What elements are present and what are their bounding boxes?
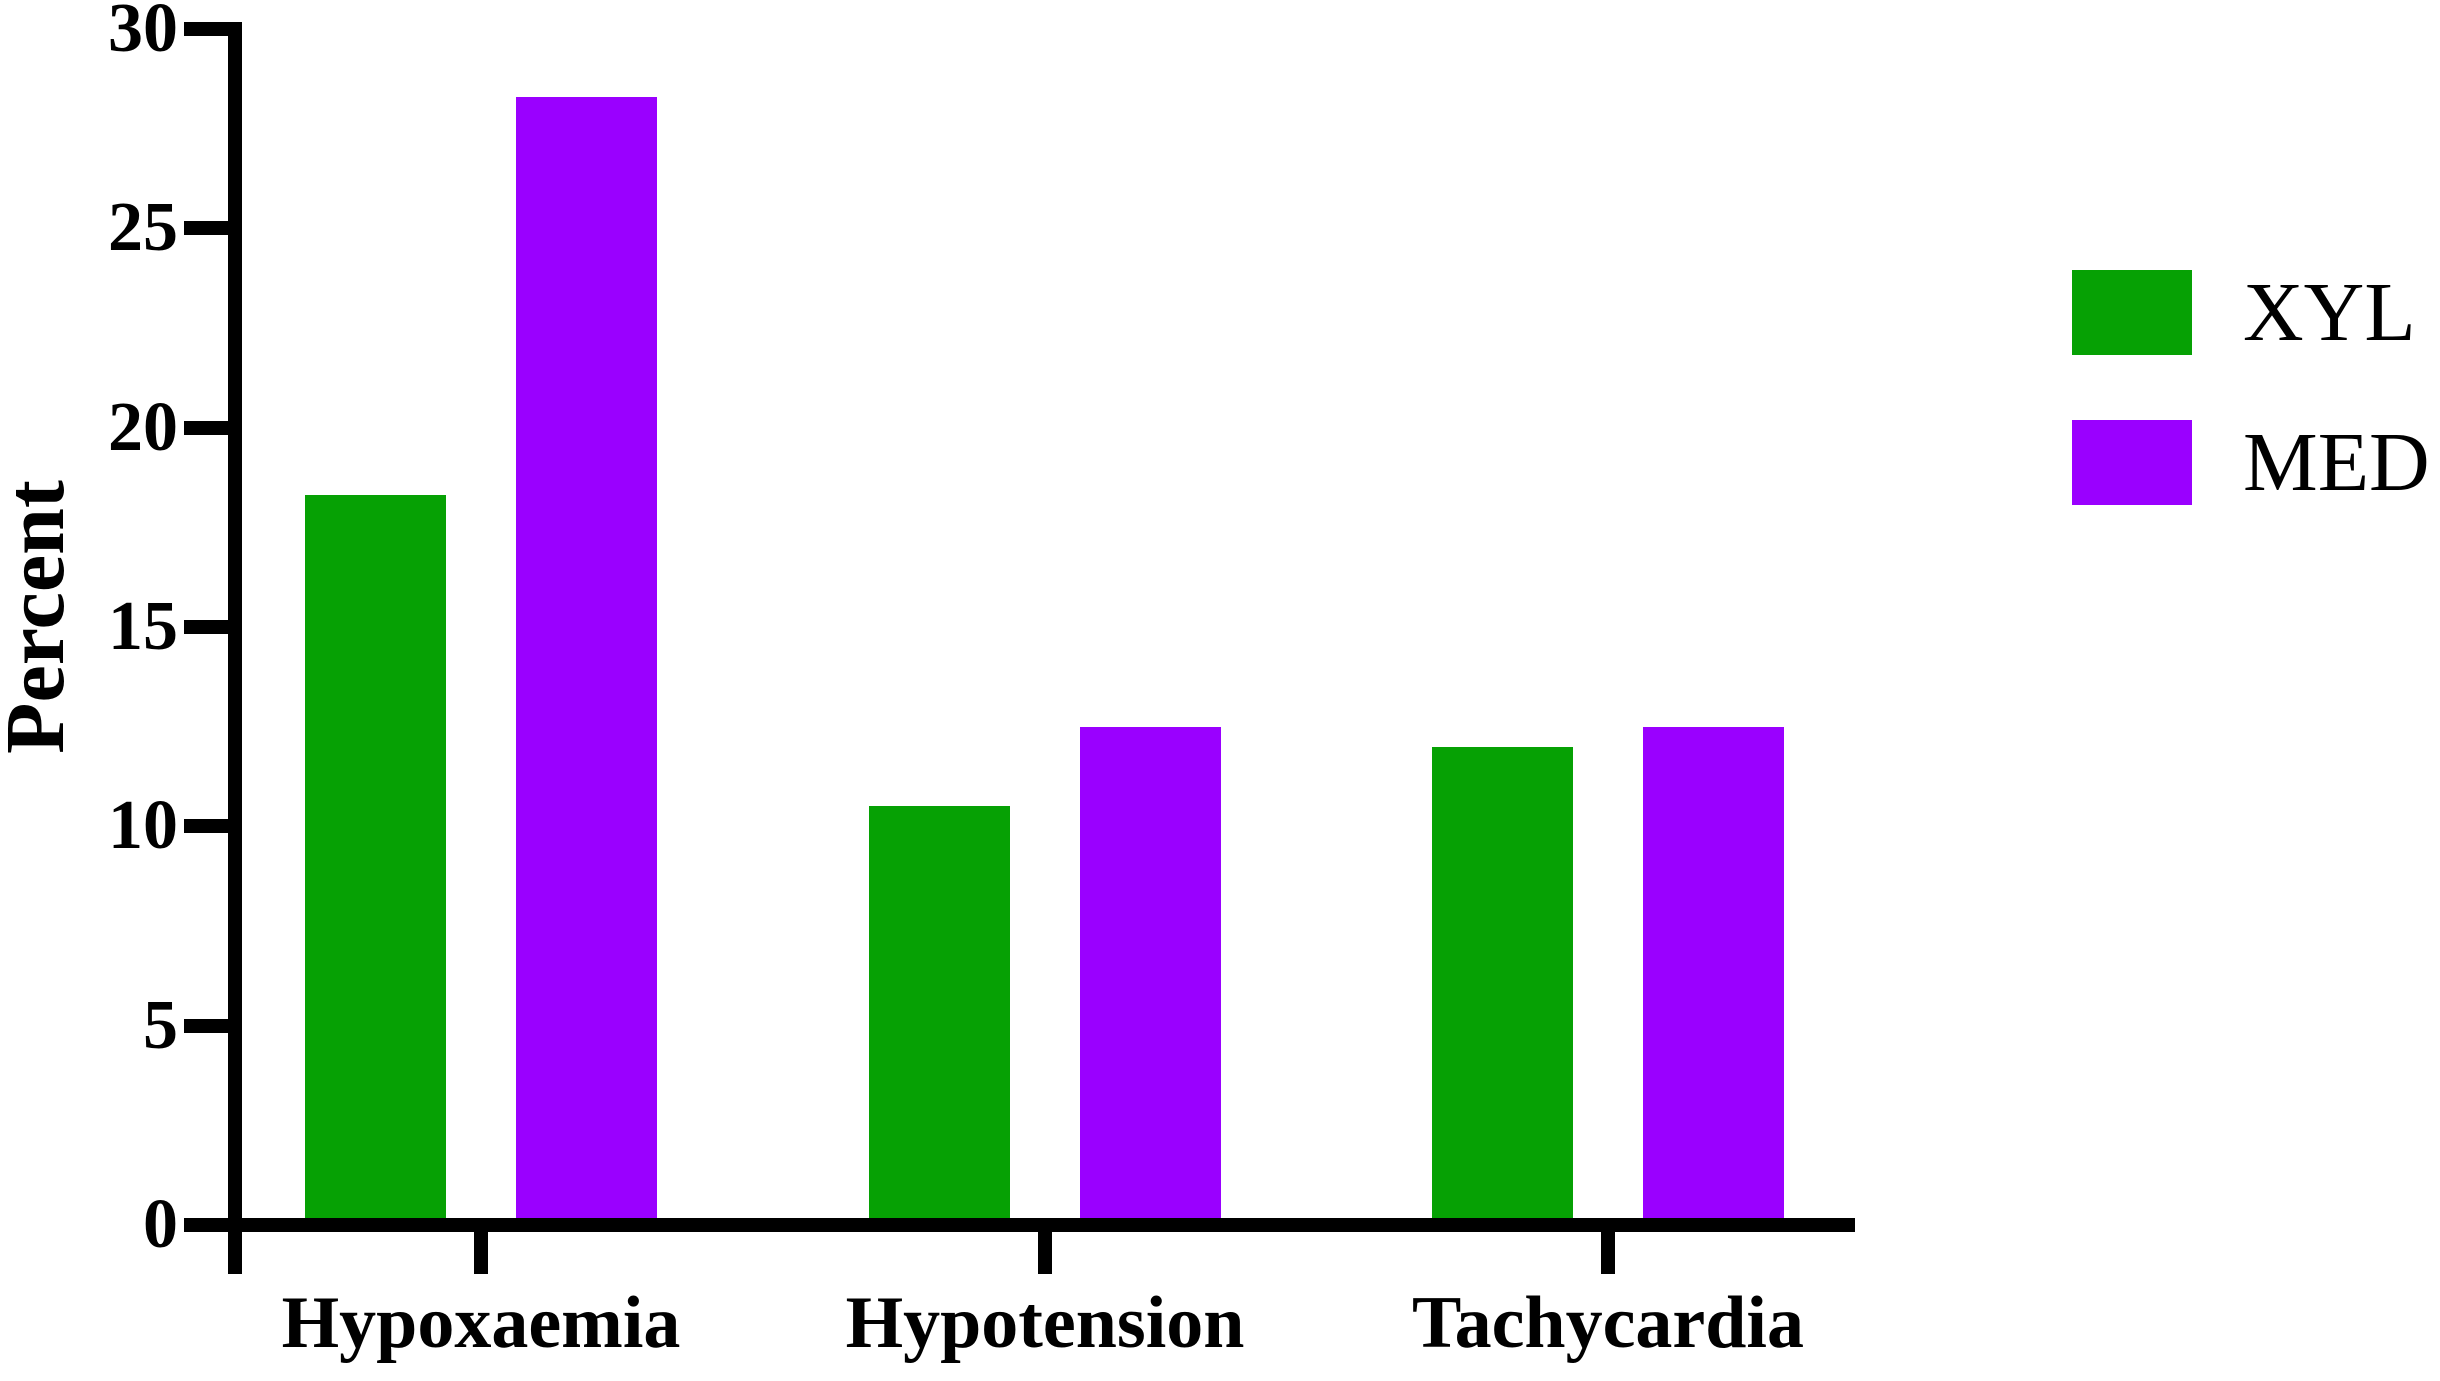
y-axis-title: Percent — [0, 480, 82, 754]
y-tick — [184, 1018, 242, 1033]
y-tick-label: 25 — [108, 189, 178, 267]
y-tick — [184, 420, 242, 435]
y-tick — [184, 22, 242, 36]
y-tick-label: 30 — [108, 0, 178, 67]
bar-xyl-hypotension — [869, 806, 1010, 1218]
y-tick — [184, 620, 242, 634]
bar-xyl-tachycardia — [1432, 746, 1573, 1218]
bar-med-hypoxaemia — [516, 96, 657, 1218]
legend-label-xyl: XYL — [2243, 265, 2416, 359]
x-tick — [1038, 1231, 1052, 1274]
y-tick — [184, 221, 242, 236]
x-axis-line — [228, 1218, 1855, 1232]
y-tick-label: 15 — [108, 588, 178, 665]
y-tick — [184, 819, 242, 834]
legend-label-med: MED — [2243, 415, 2430, 509]
y-tick-label: 0 — [143, 1186, 178, 1263]
bar-xyl-hypoxaemia — [305, 495, 446, 1218]
y-tick-label: 10 — [108, 787, 178, 865]
bar-med-tachycardia — [1643, 726, 1784, 1218]
legend-swatch-med — [2072, 420, 2192, 505]
x-tick-label-hypotension: Hypotension — [845, 1282, 1245, 1364]
y-tick — [184, 1218, 242, 1232]
y-tick-label: 20 — [108, 388, 178, 466]
bar-med-hypotension — [1080, 726, 1221, 1218]
x-tick-label-tachycardia: Tachycardia — [1412, 1282, 1804, 1364]
legend-swatch-xyl — [2072, 270, 2192, 355]
y-tick-label: 5 — [143, 986, 178, 1064]
x-tick-label-hypoxaemia: Hypoxaemia — [281, 1282, 681, 1364]
x-tick — [228, 1231, 242, 1274]
x-tick — [1601, 1231, 1615, 1274]
x-tick — [474, 1231, 488, 1274]
